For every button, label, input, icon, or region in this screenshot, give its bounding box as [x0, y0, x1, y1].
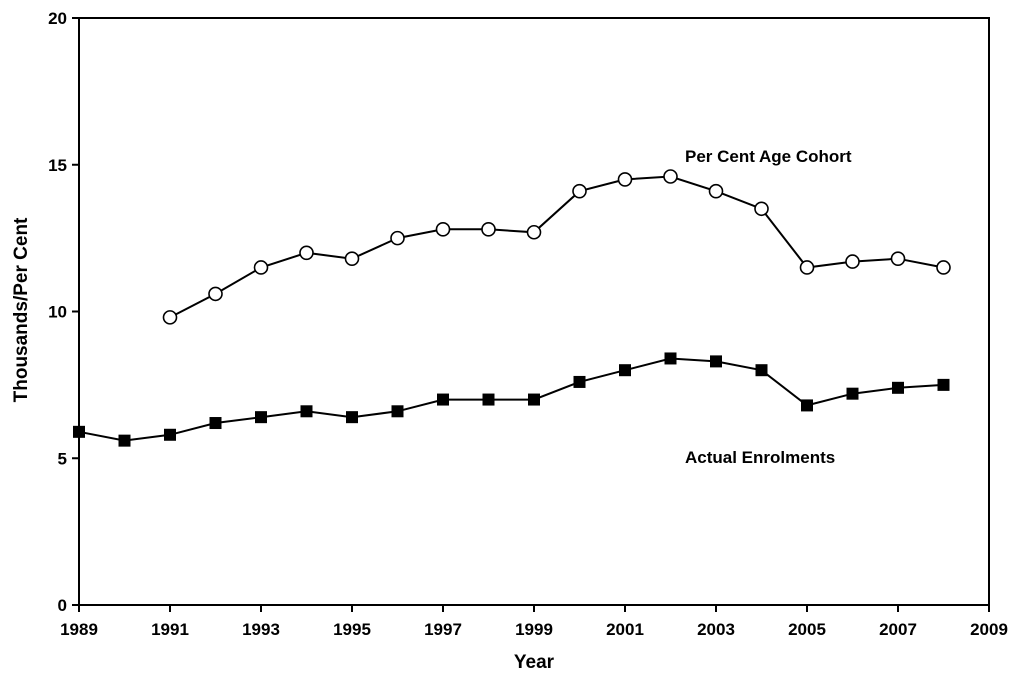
y-axis: 0 5 10 15 20: [48, 9, 79, 615]
data-point-actual-enrolments: [937, 378, 950, 391]
y-tick-label: 10: [48, 303, 67, 322]
x-tick-label: 2005: [788, 620, 826, 639]
data-point-actual-enrolments: [346, 411, 358, 424]
x-axis: 1989 1991 1993 1995 1997 1999 2001 2003 2005 2007…: [60, 605, 1008, 639]
data-point-actual-enrolments: [300, 405, 313, 418]
series-per-cent-age-cohort: [162, 169, 951, 325]
x-tick-label: 1999: [515, 620, 553, 639]
series-line-actual-enrolments: [78, 357, 944, 442]
data-point-actual-enrolments: [255, 411, 267, 424]
series-label-per-cent-age-cohort: Per Cent Age Cohort: [685, 147, 852, 166]
x-tick-label: 1993: [242, 620, 280, 639]
data-point-per-cent-age-cohort: [390, 230, 405, 246]
data-point-actual-enrolments: [528, 393, 540, 406]
series-actual-enrolments: [73, 352, 950, 447]
x-tick-label: 2003: [697, 620, 735, 639]
y-tick-label: 15: [48, 156, 67, 175]
data-point-per-cent-age-cohort: [708, 183, 724, 199]
data-point-actual-enrolments: [73, 425, 85, 438]
series-label-actual-enrolments: Actual Enrolments: [685, 448, 835, 467]
data-point-per-cent-age-cohort: [481, 222, 496, 237]
y-tick-label: 0: [58, 596, 67, 615]
data-point-per-cent-age-cohort: [299, 245, 314, 261]
x-tick-label: 1997: [424, 620, 462, 639]
x-axis-title: Year: [514, 652, 555, 673]
series-layer: [73, 169, 951, 447]
data-point-per-cent-age-cohort: [253, 260, 269, 275]
data-point-actual-enrolments: [118, 434, 131, 447]
data-point-per-cent-age-cohort: [572, 183, 587, 199]
data-point-actual-enrolments: [619, 364, 631, 377]
x-tick-label: 2009: [970, 620, 1008, 639]
x-tick-label: 1989: [60, 620, 98, 639]
data-point-per-cent-age-cohort: [936, 260, 951, 275]
data-point-actual-enrolments: [209, 417, 222, 430]
data-point-actual-enrolments: [892, 381, 904, 394]
data-point-per-cent-age-cohort: [845, 254, 860, 269]
data-point-actual-enrolments: [846, 387, 859, 400]
y-tick-label: 20: [48, 9, 67, 28]
data-point-actual-enrolments: [710, 355, 722, 368]
data-point-actual-enrolments: [482, 393, 495, 406]
data-point-actual-enrolments: [164, 428, 176, 441]
data-point-per-cent-age-cohort: [617, 172, 633, 187]
series-line-per-cent-age-cohort: [169, 175, 944, 319]
data-point-per-cent-age-cohort: [754, 201, 769, 217]
data-point-actual-enrolments: [437, 393, 449, 406]
data-point-per-cent-age-cohort: [799, 260, 815, 275]
data-point-per-cent-age-cohort: [890, 251, 906, 266]
data-point-actual-enrolments: [391, 405, 404, 418]
data-point-per-cent-age-cohort: [663, 169, 678, 184]
y-axis-title: Thousands/Per Cent: [11, 217, 32, 402]
plot-frame: [78, 17, 990, 606]
data-point-per-cent-age-cohort: [208, 286, 223, 302]
data-point-per-cent-age-cohort: [526, 224, 542, 240]
data-point-actual-enrolments: [664, 352, 677, 365]
data-point-per-cent-age-cohort: [344, 251, 360, 266]
data-point-actual-enrolments: [755, 364, 768, 377]
plot-area: [78, 17, 990, 606]
x-tick-label: 1991: [151, 620, 189, 639]
data-point-per-cent-age-cohort: [162, 310, 178, 325]
data-point-per-cent-age-cohort: [435, 222, 451, 237]
series-labels: Per Cent Age Cohort Actual Enrolments: [685, 147, 852, 467]
data-point-actual-enrolments: [801, 399, 813, 412]
y-tick-label: 5: [58, 449, 67, 468]
x-tick-label: 2007: [879, 620, 917, 639]
x-tick-label: 1995: [333, 620, 371, 639]
x-tick-label: 2001: [606, 620, 644, 639]
data-point-actual-enrolments: [573, 375, 586, 388]
